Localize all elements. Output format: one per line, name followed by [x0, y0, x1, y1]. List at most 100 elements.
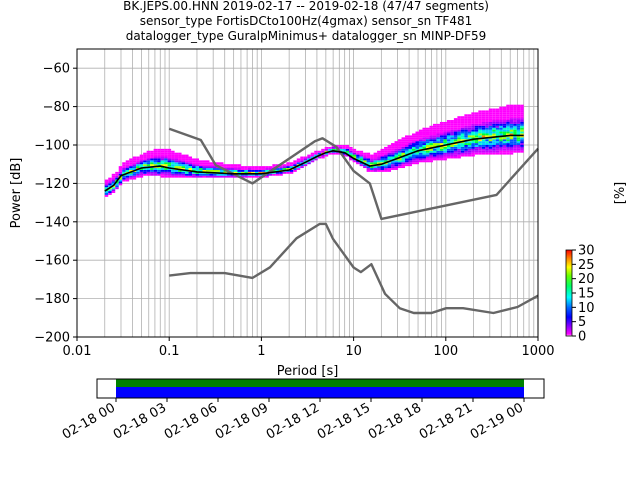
histogram-cell	[111, 181, 116, 184]
histogram-cell	[499, 145, 503, 147]
histogram-cell	[300, 156, 304, 159]
histogram-cell	[502, 145, 507, 147]
histogram-cell	[471, 150, 475, 153]
histogram-cell	[223, 164, 227, 167]
histogram-cell	[258, 175, 262, 178]
histogram-cell	[422, 137, 426, 140]
histogram-cell	[405, 146, 409, 149]
histogram-cell	[408, 141, 412, 144]
histogram-cell	[286, 171, 290, 174]
histogram-cell	[418, 150, 423, 153]
y-axis-ticks: −200 −180 −160 −140 −120 −100 −80 −60	[34, 62, 77, 346]
histogram-cell	[443, 123, 447, 126]
histogram-cell	[296, 158, 301, 161]
histogram-cell	[398, 166, 402, 169]
histogram-cell	[478, 145, 482, 147]
histogram-cell	[436, 152, 440, 155]
histogram-cell	[317, 156, 322, 159]
histogram-cell	[516, 145, 521, 147]
histogram-cell	[118, 181, 123, 184]
histogram-cell	[296, 168, 301, 170]
histogram-cell	[171, 164, 175, 167]
histogram-cell	[219, 162, 224, 165]
x-axis-label: Period [s]	[277, 364, 339, 379]
histogram-cell	[516, 139, 521, 142]
timeline-tick-label: 02-18 03	[111, 400, 169, 442]
histogram-cell	[432, 152, 437, 155]
histogram-cell	[485, 145, 489, 147]
histogram-cell	[506, 131, 510, 134]
histogram-cell	[317, 152, 322, 155]
histogram-cell	[373, 169, 378, 172]
histogram-cell	[495, 148, 500, 151]
histogram-cell	[520, 150, 524, 153]
histogram-cell	[314, 152, 318, 155]
histogram-cell	[467, 133, 472, 136]
histogram-cell	[167, 150, 172, 153]
psd-plot-area: 0.01 0.1 1 10 100 1000 −200 −180 −160 −140 −120 −1…	[9, 48, 555, 379]
histogram-cell	[418, 145, 423, 147]
histogram-cell	[485, 129, 489, 132]
histogram-cell	[356, 154, 360, 157]
histogram-cell	[398, 150, 402, 153]
histogram-cell	[251, 166, 255, 169]
histogram-cell	[405, 145, 409, 147]
histogram-cell	[439, 156, 444, 159]
histogram-cell	[254, 173, 259, 176]
histogram-cell	[513, 118, 517, 121]
histogram-cell	[143, 156, 147, 159]
histogram-cell	[488, 129, 493, 132]
histogram-cell	[506, 110, 510, 113]
colorbar-tick-label: 0	[578, 330, 586, 345]
histogram-cell	[432, 143, 437, 145]
histogram-cell	[422, 160, 426, 163]
histogram-cell	[370, 168, 374, 170]
histogram-cell	[450, 146, 454, 149]
histogram-cell	[506, 143, 510, 145]
histogram-cell	[411, 156, 416, 159]
histogram-cell	[450, 148, 454, 151]
histogram-cell	[488, 114, 493, 117]
histogram-cell	[380, 156, 385, 159]
histogram-cell	[387, 158, 392, 161]
nlnm-curve	[169, 222, 539, 315]
histogram-cell	[279, 168, 283, 170]
histogram-cell	[366, 169, 371, 172]
histogram-cell	[150, 150, 154, 153]
histogram-cell	[349, 158, 353, 161]
histogram-cell	[167, 162, 172, 165]
histogram-cell	[425, 154, 430, 157]
histogram-cell	[436, 127, 440, 130]
histogram-cell	[373, 158, 378, 161]
histogram-cell	[471, 141, 475, 144]
histogram-cell	[405, 152, 409, 155]
histogram-cell	[446, 129, 451, 132]
histogram-cell	[408, 146, 412, 149]
histogram-cell	[432, 158, 437, 161]
histogram-cell	[387, 162, 392, 165]
histogram-cell	[457, 120, 461, 122]
histogram-cell	[160, 169, 165, 172]
histogram-cell	[464, 141, 468, 144]
x-tick-label: 10	[345, 344, 362, 359]
histogram-cell	[481, 112, 486, 115]
histogram-cell	[502, 106, 507, 109]
histogram-cell	[516, 150, 521, 153]
histogram-cell	[429, 156, 433, 159]
histogram-cell	[122, 175, 126, 178]
histogram-cell	[499, 121, 503, 124]
histogram-cell	[181, 160, 186, 163]
histogram-cell	[492, 129, 496, 132]
histogram-cell	[380, 152, 385, 155]
histogram-cell	[474, 131, 479, 134]
histogram-cell	[408, 158, 412, 161]
histogram-cell	[321, 156, 325, 159]
histogram-cell	[342, 148, 346, 151]
histogram-cell	[122, 179, 126, 182]
histogram-cell	[443, 129, 447, 132]
histogram-cell	[520, 133, 524, 136]
histogram-cell	[387, 148, 392, 151]
histogram-cell	[289, 166, 294, 169]
histogram-cell	[457, 125, 461, 128]
histogram-cell	[492, 121, 496, 124]
